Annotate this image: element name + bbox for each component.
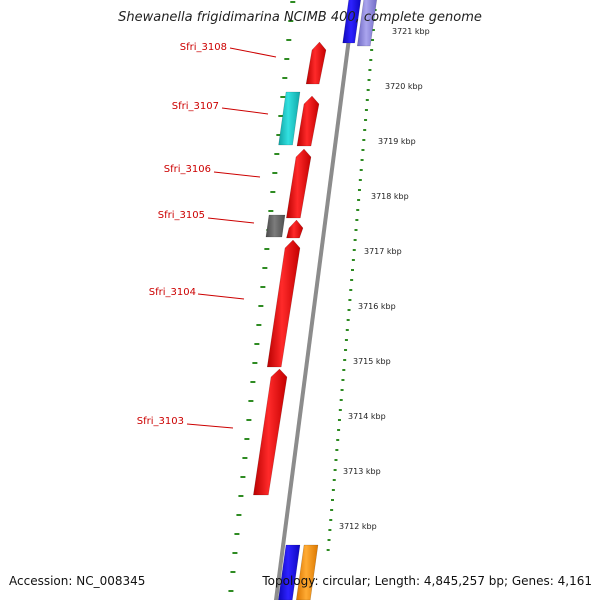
feature-blue-bottom[interactable] xyxy=(278,544,301,600)
feature-cyan[interactable] xyxy=(278,91,301,146)
feature-blue-top[interactable] xyxy=(342,0,361,44)
gene-label-leader-line xyxy=(197,293,245,300)
accession-text: Accession: NC_008345 xyxy=(9,574,146,588)
scale-tick-label: 3721 kbp xyxy=(392,27,430,36)
gene-label-leader-line xyxy=(229,47,277,58)
scale-tick-label: 3719 kbp xyxy=(378,137,416,146)
gene-sfri-3104[interactable] xyxy=(266,239,301,368)
gene-label[interactable]: Sfri_3104 xyxy=(149,287,196,298)
gene-label[interactable]: Sfri_3107 xyxy=(172,101,219,112)
map-title: Shewanella frigidimarina NCIMB 400, comp… xyxy=(118,10,482,25)
gene-label-leader-line xyxy=(213,171,261,178)
scale-tick-label: 3717 kbp xyxy=(364,247,402,256)
gene-sfri-3106[interactable] xyxy=(286,148,312,219)
gene-label[interactable]: Sfri_3106 xyxy=(164,164,211,175)
feature-orange-bottom[interactable] xyxy=(296,544,319,600)
gene-sfri-3103[interactable] xyxy=(253,368,288,496)
gene-label-leader-line xyxy=(186,423,234,429)
genome-summary-text: Topology: circular; Length: 4,845,257 bp… xyxy=(262,574,592,588)
scale-tick-label: 3714 kbp xyxy=(348,412,386,421)
scale-tick-label: 3720 kbp xyxy=(385,82,423,91)
scale-tick-label: 3716 kbp xyxy=(358,302,396,311)
gene-label[interactable]: Sfri_3105 xyxy=(158,210,205,221)
scale-tick-label: 3713 kbp xyxy=(343,467,381,476)
feature-gray[interactable] xyxy=(265,214,286,238)
genome-backbone-line xyxy=(273,0,357,600)
gene-sfri-3108[interactable] xyxy=(305,41,327,85)
gene-sfri-3107[interactable] xyxy=(296,95,320,147)
gene-sfri-3105[interactable] xyxy=(286,219,304,239)
gene-label-leader-line xyxy=(221,107,269,115)
gene-label-leader-line xyxy=(207,217,255,224)
feature-lavender-top[interactable] xyxy=(356,0,377,47)
gene-label[interactable]: Sfri_3108 xyxy=(180,42,227,53)
scale-tick-label: 3712 kbp xyxy=(339,522,377,531)
scale-tick-label: 3715 kbp xyxy=(353,357,391,366)
gene-label[interactable]: Sfri_3103 xyxy=(137,416,184,427)
scale-tick-label: 3718 kbp xyxy=(371,192,409,201)
